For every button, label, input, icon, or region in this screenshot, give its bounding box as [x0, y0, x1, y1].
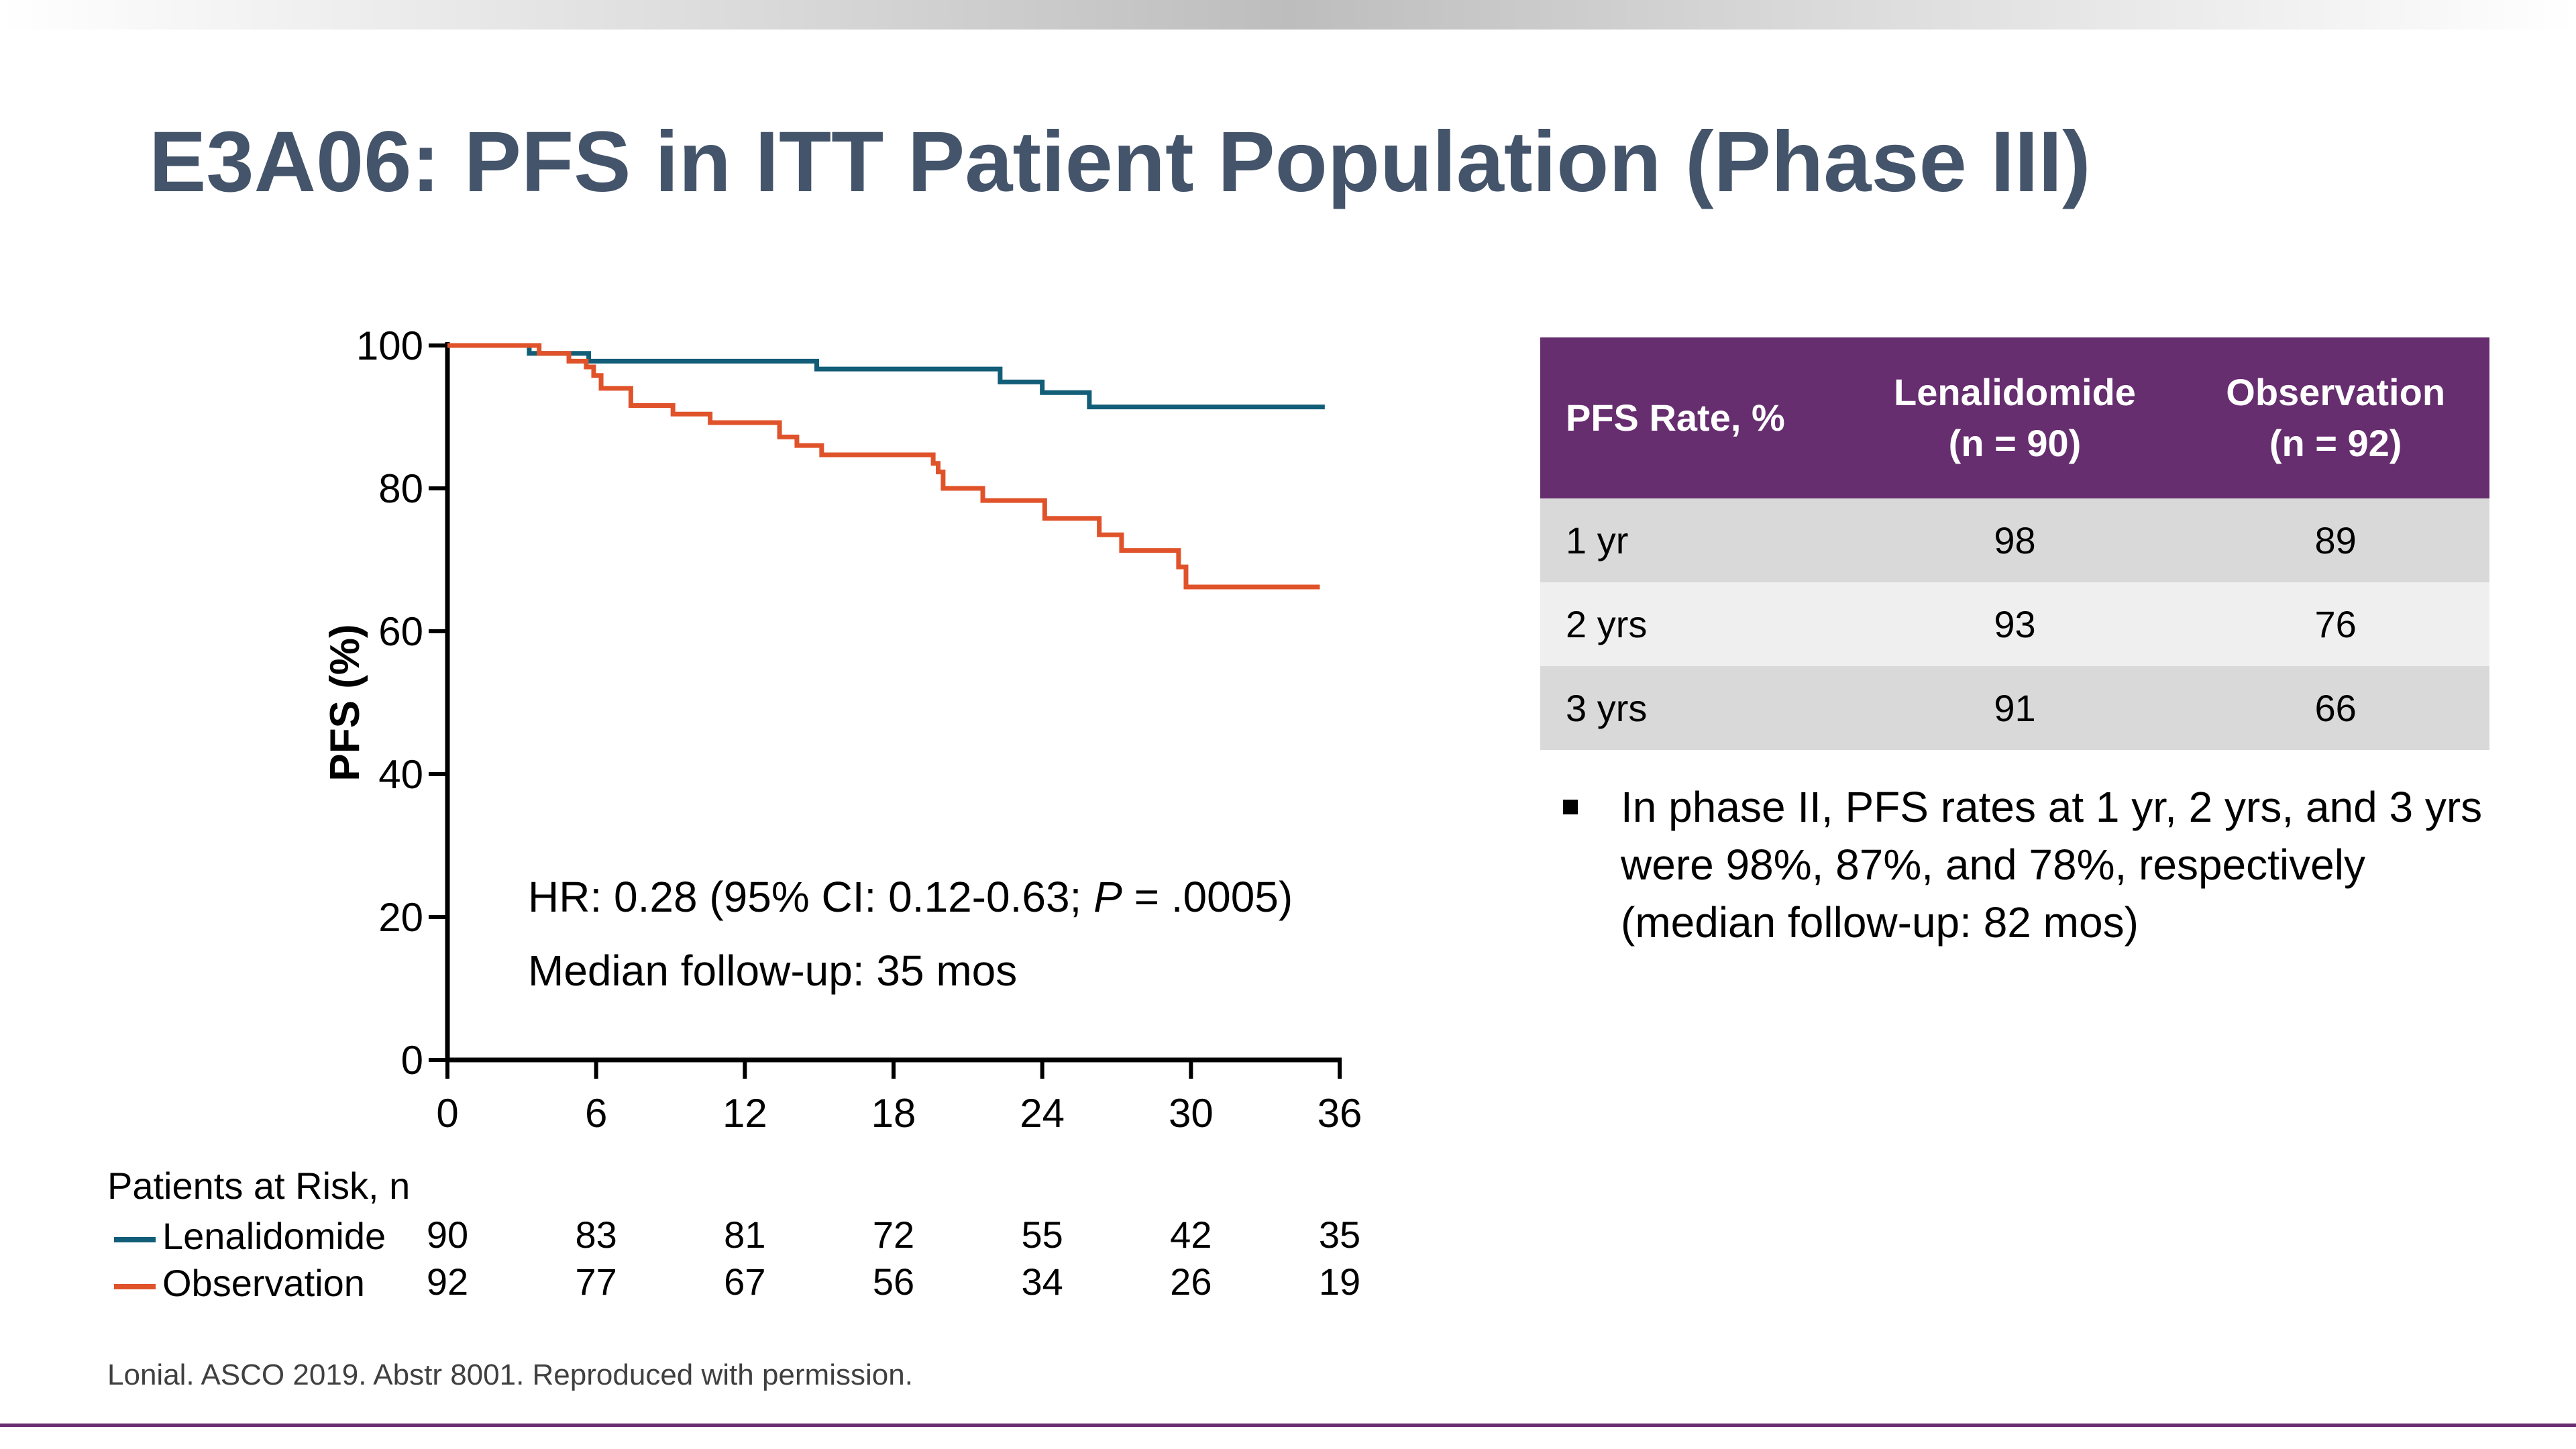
square-bullet-icon: [1563, 800, 1578, 814]
risk-value: 83: [575, 1214, 617, 1256]
table-cell: 3 yrs: [1540, 666, 1848, 750]
risk-row-label: Observation: [162, 1262, 365, 1304]
y-tick-label: 60: [378, 609, 423, 654]
x-tick-label: 18: [871, 1091, 916, 1136]
header-line: PFS Rate, %: [1566, 396, 1785, 439]
risk-value: 77: [575, 1260, 617, 1303]
table-row: 1 yr 98 89: [1540, 498, 2489, 582]
lenalidomide-legend-line: [114, 1237, 156, 1242]
table-row: 3 yrs 91 66: [1540, 666, 2489, 750]
risk-value: 72: [872, 1214, 915, 1256]
header-line: Lenalidomide: [1894, 371, 2136, 413]
risk-table-title: Patients at Risk, n: [107, 1165, 411, 1207]
table-cell: 91: [1847, 666, 2182, 750]
risk-value: 35: [1318, 1214, 1361, 1256]
y-tick-label: 0: [401, 1038, 423, 1083]
table-row: 2 yrs 93 76: [1540, 582, 2489, 666]
km-curve-observation: [447, 343, 1320, 590]
pfs-rate-table: PFS Rate, % Lenalidomide (n = 90) Observa…: [1540, 337, 2489, 750]
x-tick-label: 36: [1318, 1091, 1362, 1136]
table-cell: 89: [2182, 498, 2489, 582]
risk-value: 55: [1021, 1214, 1063, 1256]
hr-p-label: P: [1093, 873, 1122, 921]
hazard-ratio-annotation: HR: 0.28 (95% CI: 0.12-0.63; P = .0005): [528, 872, 1293, 922]
x-tick-label: 30: [1169, 1091, 1214, 1136]
risk-value: 90: [426, 1214, 469, 1256]
y-tick-label: 100: [356, 323, 423, 368]
x-tick-label: 0: [436, 1091, 458, 1136]
risk-value: 19: [1318, 1260, 1361, 1303]
x-tick-label: 12: [722, 1091, 767, 1136]
risk-value: 81: [724, 1214, 766, 1256]
median-followup-annotation: Median follow-up: 35 mos: [528, 947, 1018, 995]
y-axis-label: PFS (%): [322, 624, 368, 781]
table-cell: 2 yrs: [1540, 582, 1848, 666]
risk-value: 56: [872, 1260, 915, 1303]
risk-value: 67: [724, 1260, 766, 1303]
page-title: E3A06: PFS in ITT Patient Population (Ph…: [149, 114, 2091, 210]
table-header-observation: Observation (n = 92): [2182, 337, 2489, 498]
table-header-row: PFS Rate, % Lenalidomide (n = 90) Observa…: [1540, 337, 2489, 498]
risk-row-label: Lenalidomide: [162, 1215, 386, 1257]
table-cell: 1 yr: [1540, 498, 1848, 582]
source-footnote: Lonial. ASCO 2019. Abstr 8001. Reproduce…: [107, 1358, 913, 1391]
risk-value: 34: [1021, 1260, 1063, 1303]
x-tick-label: 24: [1020, 1091, 1065, 1136]
header-line: Observation: [2226, 371, 2446, 413]
table-cell: 66: [2182, 666, 2489, 750]
pfs-chart: 020406080100061218243036Mos From Randomi…: [322, 323, 1362, 1136]
bullet-text: In phase II, PFS rates at 1 yr, 2 yrs, a…: [1621, 783, 2483, 947]
risk-value: 42: [1170, 1214, 1212, 1256]
hr-suffix: = .0005): [1122, 873, 1293, 921]
top-gradient-bar: [0, 0, 2576, 30]
table-cell: 93: [1847, 582, 2182, 666]
risk-value: 92: [426, 1260, 469, 1303]
hr-prefix: HR: 0.28 (95% CI: 0.12-0.63;: [528, 873, 1094, 921]
y-tick-label: 80: [378, 466, 423, 511]
table-header-pfs-rate: PFS Rate, %: [1540, 337, 1848, 498]
header-subline: (n = 90): [1948, 422, 2082, 464]
risk-value: 26: [1170, 1260, 1212, 1303]
header-subline: (n = 92): [2269, 422, 2402, 464]
table-cell: 98: [1847, 498, 2182, 582]
y-tick-label: 20: [378, 895, 423, 940]
bottom-divider: [0, 1424, 2576, 1427]
km-curve-lenalidomide: [447, 343, 1325, 410]
table-header-lenalidomide: Lenalidomide (n = 90): [1847, 337, 2182, 498]
x-tick-label: 6: [585, 1091, 607, 1136]
y-tick-label: 40: [378, 752, 423, 797]
table-cell: 76: [2182, 582, 2489, 666]
observation-legend-line: [114, 1284, 156, 1289]
